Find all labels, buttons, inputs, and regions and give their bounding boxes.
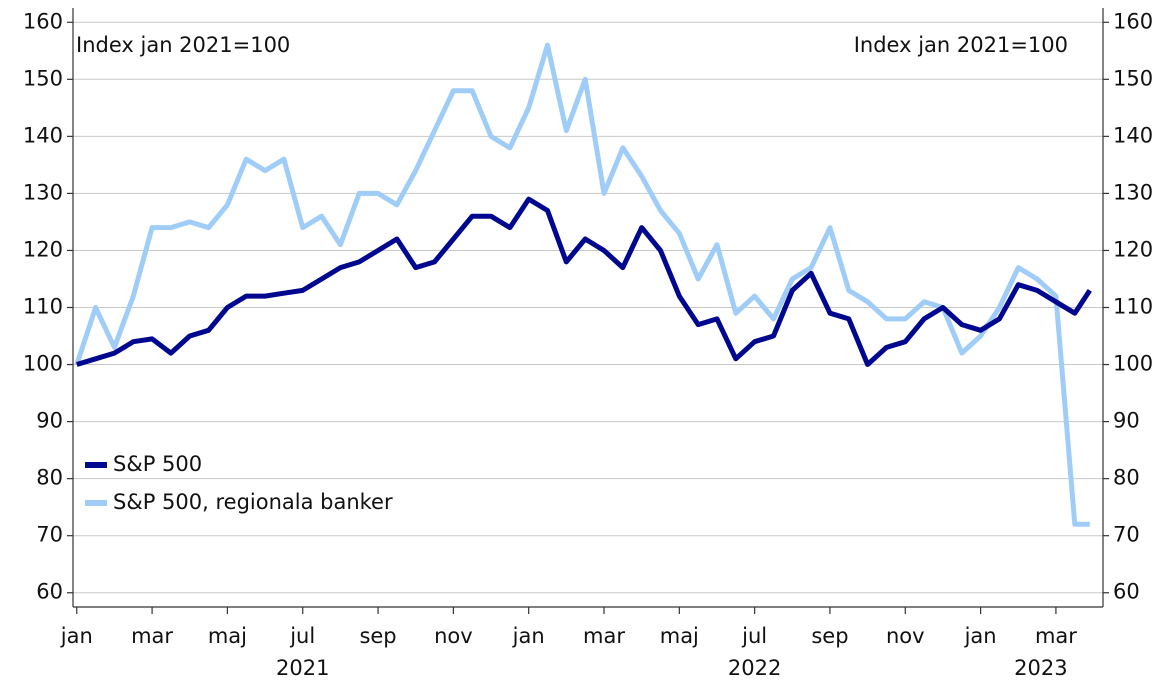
y2-tick-label: 130 [1113, 180, 1153, 204]
y-tick-label: 120 [23, 237, 63, 261]
y2-tick-label: 110 [1113, 295, 1153, 319]
y2-tick-label: 100 [1113, 352, 1153, 376]
y-tick-label: 160 [23, 9, 63, 33]
y-tick-label: 70 [36, 523, 63, 547]
y2-tick-label: 140 [1113, 123, 1153, 147]
y-tick-label: 60 [36, 580, 63, 604]
x-tick-label: jul [741, 624, 767, 648]
y-tick-label: 150 [23, 66, 63, 90]
legend-label: S&P 500, regionala banker [113, 490, 393, 514]
y2-tick-label: 60 [1113, 580, 1140, 604]
x-tick-label: jul [289, 624, 315, 648]
x-year-label: 2022 [728, 656, 781, 680]
y2-tick-label: 90 [1113, 409, 1140, 433]
x-tick-label: mar [583, 624, 625, 648]
x-tick-label: mar [131, 624, 173, 648]
legend-label: S&P 500 [113, 452, 202, 476]
x-tick-label: sep [811, 624, 848, 648]
x-tick-label: mar [1035, 624, 1077, 648]
x-tick-label: jan [512, 624, 545, 648]
line-series [76, 196, 1092, 367]
x-year-label: 2023 [1014, 656, 1067, 680]
x-tick-label: jan [60, 624, 93, 648]
x-tick-label: jan [964, 624, 997, 648]
y-tick-label: 100 [23, 352, 63, 376]
y2-tick-label: 160 [1113, 9, 1153, 33]
y2-tick-label: 120 [1113, 237, 1153, 261]
y2-axis-label: Index jan 2021=100 [854, 33, 1068, 57]
line-series [74, 42, 1090, 527]
x-tick-label: maj [208, 624, 247, 648]
y2-tick-label: 70 [1113, 523, 1140, 547]
y-tick-label: 80 [36, 466, 63, 490]
x-tick-label: sep [359, 624, 396, 648]
y-tick-label: 140 [23, 123, 63, 147]
y2-tick-label: 150 [1113, 66, 1153, 90]
y-axis-label: Index jan 2021=100 [76, 33, 290, 57]
x-year-label: 2021 [276, 656, 329, 680]
x-tick-label: nov [886, 624, 925, 648]
x-tick-label: maj [660, 624, 699, 648]
x-tick-label: nov [434, 624, 473, 648]
y-tick-label: 110 [23, 295, 63, 319]
y2-tick-label: 80 [1113, 466, 1140, 490]
y-tick-label: 130 [23, 180, 63, 204]
y-tick-label: 90 [36, 409, 63, 433]
